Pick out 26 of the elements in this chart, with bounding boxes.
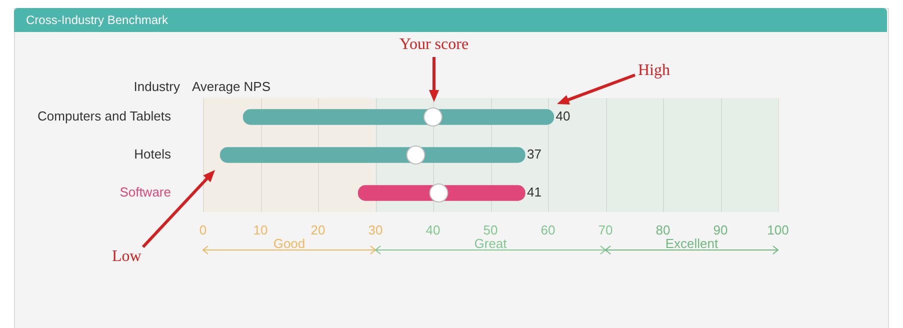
text: High: [638, 62, 670, 80]
x-tick-label: 80: [656, 222, 670, 238]
band-label: Excellent: [665, 236, 719, 252]
text: Cross-Industry Benchmark: [14, 8, 887, 32]
x-tick-label: 50: [483, 222, 498, 238]
x-tick-label: 40: [426, 222, 440, 238]
x-tick-label: 100: [767, 222, 789, 238]
y-tick-label: Hotels: [134, 146, 172, 162]
x-tick-label: 20: [310, 222, 326, 238]
x-tick-label: 90: [713, 222, 728, 238]
y-tick-label: Computers and Tablets: [38, 108, 172, 124]
annotation: 37: [527, 146, 542, 162]
y-axis-title: Industry: [134, 79, 180, 94]
x-tick-label: 60: [540, 222, 556, 238]
x-tick-label: 30: [368, 222, 383, 238]
text: Your score: [400, 36, 469, 54]
band-label: Great: [474, 236, 508, 252]
band-label: Good: [273, 236, 306, 252]
x-axis-title: Average NPS: [192, 79, 271, 94]
annotation: 40: [556, 108, 570, 124]
annotation: 41: [527, 184, 542, 200]
x-tick-label: 10: [253, 222, 268, 238]
x-tick-label: 0: [199, 222, 207, 238]
text: Low: [112, 248, 142, 266]
y-tick-label: Software: [120, 184, 171, 200]
x-tick-label: 70: [598, 222, 613, 238]
